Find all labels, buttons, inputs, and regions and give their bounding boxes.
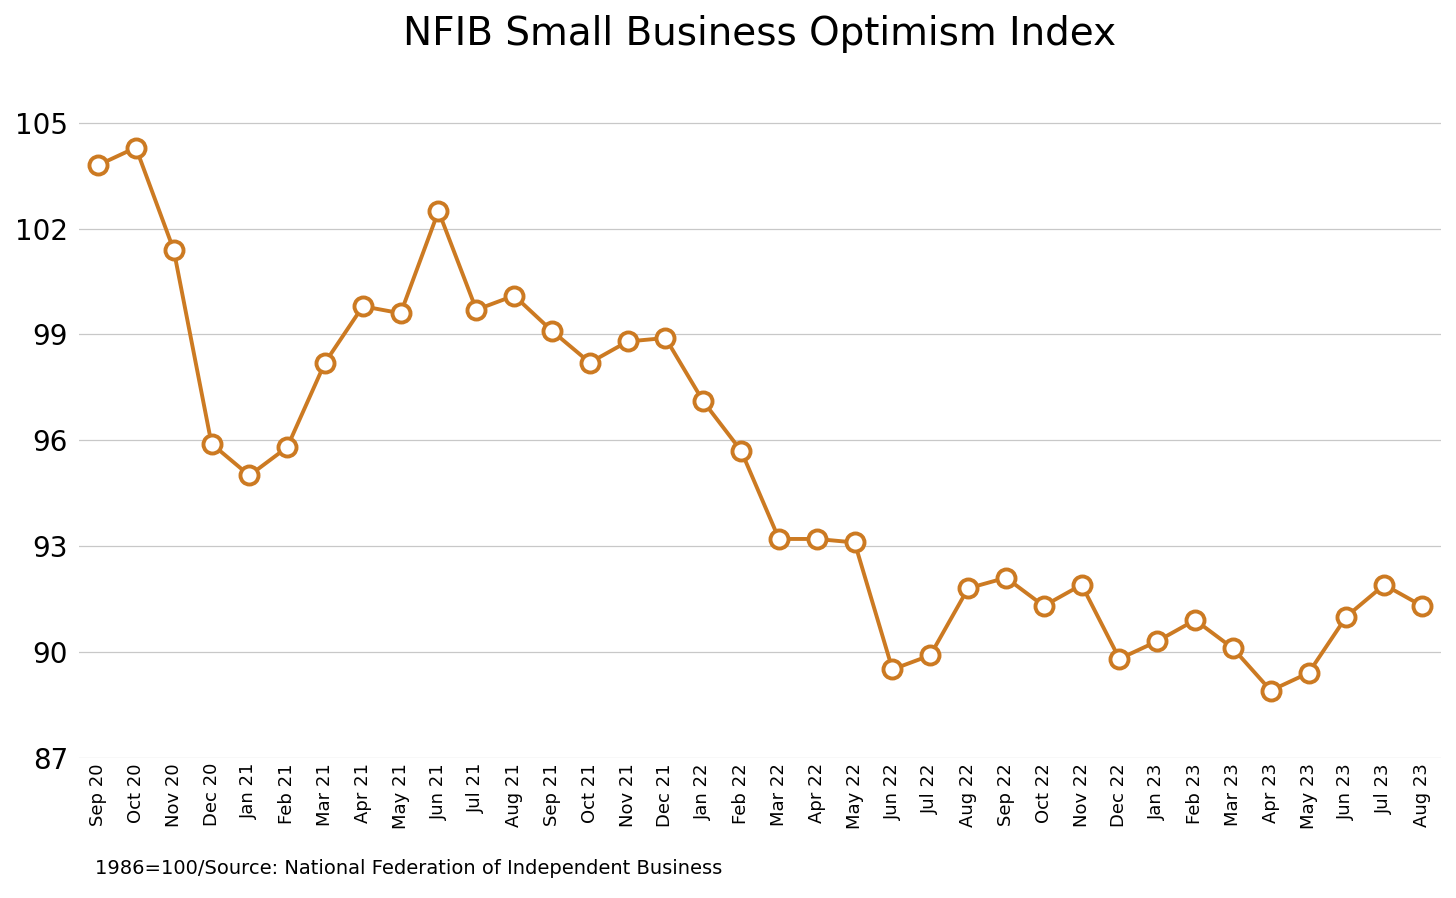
Title: NFIB Small Business Optimism Index: NFIB Small Business Optimism Index — [403, 15, 1117, 53]
Text: 1986=100/Source: National Federation of Independent Business: 1986=100/Source: National Federation of … — [95, 859, 722, 878]
